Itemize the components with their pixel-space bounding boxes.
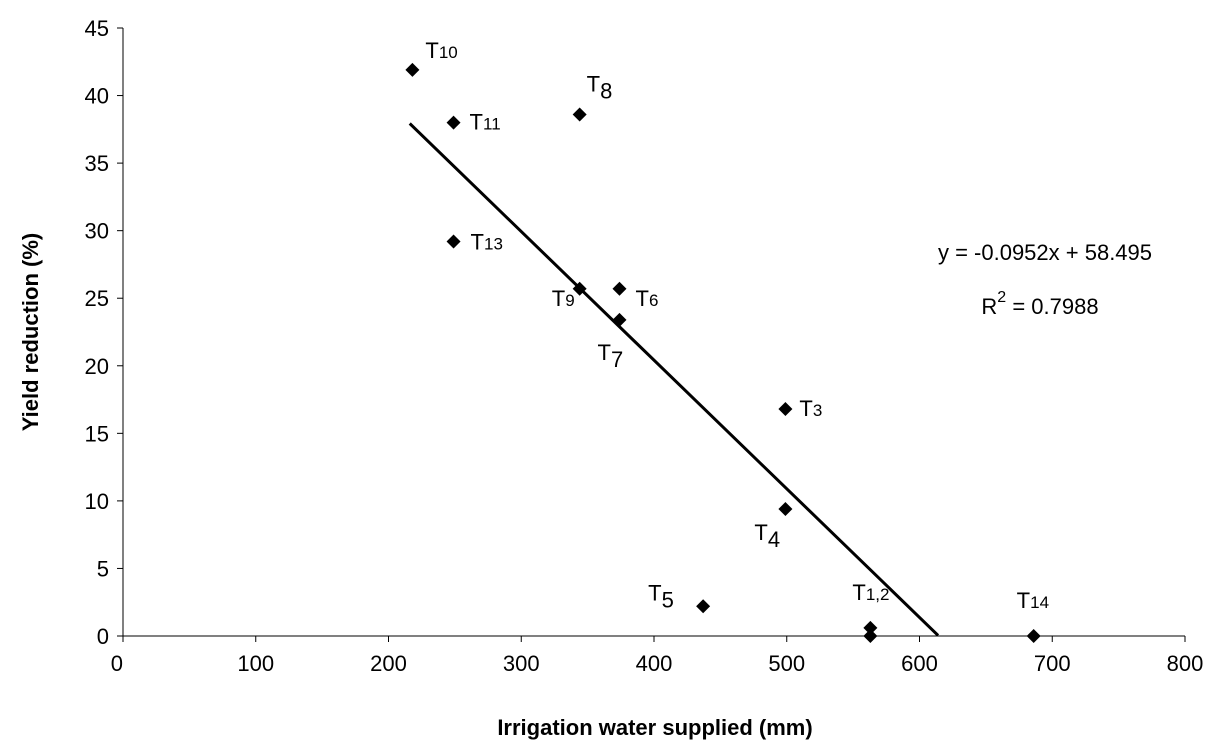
point-label-base: T (799, 396, 812, 421)
point-label-sub: 4 (768, 527, 780, 552)
trend-equation: y = -0.0952x + 58.495 (938, 240, 1152, 265)
x-tick-label: 300 (503, 651, 540, 676)
x-tick-label: 0 (111, 651, 123, 676)
r-squared: R2 = 0.7988 (981, 289, 1098, 319)
r2-sup: 2 (997, 289, 1006, 306)
point-label-sub: 9 (565, 291, 574, 310)
point (612, 312, 627, 327)
r2-value: = 0.7988 (1006, 294, 1098, 319)
point-label: T4 (754, 520, 780, 552)
point (572, 281, 587, 296)
point-label: T1,2 (852, 580, 889, 605)
x-tick-label: 600 (901, 651, 938, 676)
point (612, 281, 627, 296)
y-tick-label: 45 (85, 16, 109, 41)
y-tick-label: 20 (85, 354, 109, 379)
y-tick-label: 15 (85, 421, 109, 446)
trendline (408, 122, 940, 637)
point (572, 107, 587, 122)
y-tick-label: 25 (85, 286, 109, 311)
point-label-base: T (1017, 588, 1030, 613)
x-tick-label: 400 (636, 651, 673, 676)
point-label: T7 (597, 340, 623, 372)
point (778, 501, 793, 516)
r2-base: R (981, 294, 997, 319)
point-label: T10 (425, 38, 457, 63)
point-label-base: T (552, 286, 565, 311)
y-tick-label: 10 (85, 489, 109, 514)
point-label-sub: 10 (439, 43, 458, 62)
point-label-base: T (754, 520, 767, 545)
point (446, 234, 461, 249)
point (1026, 629, 1041, 643)
point-label-sub: 11 (483, 115, 501, 134)
y-tick-label: 5 (97, 556, 109, 581)
x-tick-label: 800 (1167, 651, 1204, 676)
x-axis-title: Irrigation water supplied (mm) (497, 715, 812, 740)
x-tick-label: 500 (768, 651, 805, 676)
point-label-sub: 8 (600, 78, 612, 103)
point-label: T6 (635, 286, 658, 311)
point-label: T9 (552, 286, 575, 311)
point-label-sub: 5 (662, 587, 674, 612)
point-label-base: T (587, 71, 600, 96)
point-label-base: T (471, 229, 484, 254)
point-label-base: T (597, 340, 610, 365)
point (446, 115, 461, 130)
point-label: T3 (799, 396, 822, 421)
point-label-sub: 3 (813, 401, 822, 420)
point-label: T14 (1017, 588, 1049, 613)
point (696, 599, 711, 614)
point-label-base: T (425, 38, 438, 63)
point-label-sub: 7 (611, 347, 623, 372)
point-label: T11 (470, 110, 501, 135)
point-label-base: T (635, 286, 648, 311)
point (778, 402, 793, 417)
y-tick-label: 0 (97, 624, 109, 649)
point-label: T8 (587, 71, 613, 103)
y-tick-label: 35 (85, 151, 109, 176)
point-label-sub: 14 (1030, 593, 1049, 612)
y-tick-label: 30 (85, 219, 109, 244)
point (405, 62, 420, 77)
x-tick-label: 100 (237, 651, 274, 676)
point-label-base: T (470, 110, 483, 135)
point-label-sub: 13 (484, 234, 503, 253)
point (863, 620, 878, 635)
x-tick-label: 200 (370, 651, 407, 676)
point-label-sub: 6 (649, 291, 658, 310)
point-label: T13 (471, 229, 503, 254)
y-axis-title: Yield reduction (%) (18, 233, 43, 431)
point-label-base: T (648, 580, 661, 605)
x-tick-label: 700 (1034, 651, 1071, 676)
point-label-sub: 1,2 (866, 585, 890, 604)
point-label-base: T (852, 580, 865, 605)
point-label: T5 (648, 580, 674, 612)
point (863, 629, 878, 643)
y-tick-label: 40 (85, 84, 109, 109)
